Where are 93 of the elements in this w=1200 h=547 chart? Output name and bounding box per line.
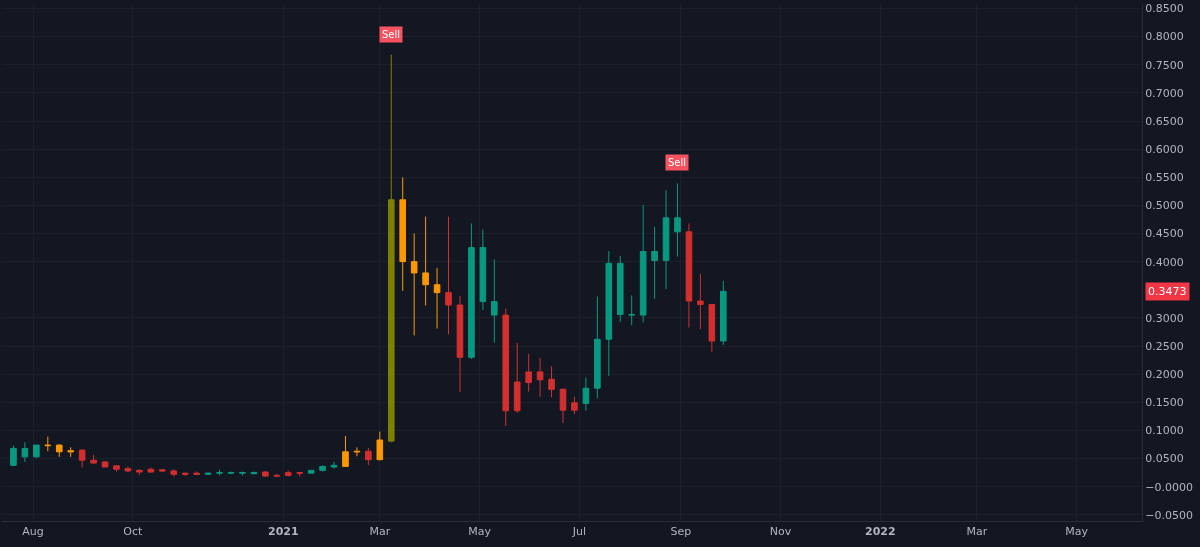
candlestick (216, 469, 223, 476)
y-tick-label: 0.1500 (1145, 396, 1184, 410)
candlestick (445, 216, 452, 335)
candlestick (21, 441, 29, 463)
y-tick-label: 0.1000 (1145, 424, 1184, 438)
x-tick-label: Oct (123, 525, 144, 539)
candlestick (284, 469, 292, 478)
annotation: Sell (668, 157, 687, 168)
candlestick (674, 182, 681, 258)
candlestick (307, 469, 315, 474)
candlestick (90, 454, 97, 465)
candlestick (273, 473, 281, 478)
candlestick (147, 467, 155, 474)
candlestick (479, 229, 487, 311)
y-tick-label: 0.7500 (1145, 58, 1184, 72)
y-tick-label: 0.5000 (1145, 199, 1184, 213)
x-tick-label: Nov (769, 525, 792, 539)
candlestick (319, 464, 326, 472)
x-tick-label: Jul (571, 525, 586, 539)
y-tick-label: −0.0000 (1145, 480, 1193, 494)
candlestick (10, 445, 17, 467)
y-tick-label: 0.5500 (1145, 171, 1184, 185)
candlestick (513, 342, 521, 414)
candlestick (548, 365, 555, 398)
candlestick (170, 468, 178, 478)
candlestick (365, 447, 372, 466)
y-tick-label: 0.3000 (1145, 311, 1184, 325)
candlestick (628, 294, 635, 326)
candlestick (525, 353, 532, 393)
annotation: Sell (382, 29, 401, 40)
candlestick (502, 308, 510, 427)
candlestick (158, 468, 166, 473)
x-tick-label: Aug (22, 525, 44, 539)
candlestick (124, 465, 132, 473)
candlestick (193, 470, 200, 475)
candlestick (399, 176, 407, 292)
candlestick (685, 222, 693, 328)
y-tick-label: 0.8500 (1145, 2, 1184, 16)
candlestick (456, 295, 464, 393)
candlestick (594, 296, 601, 399)
candlestick (239, 470, 246, 476)
candlestick (78, 449, 86, 469)
x-tick-label: May (468, 525, 492, 539)
y-tick-label: 0.4500 (1145, 227, 1184, 241)
candlestick (605, 250, 613, 377)
y-tick-label: 0.6000 (1145, 142, 1184, 156)
candlestick (250, 470, 258, 475)
candlestick (33, 444, 40, 459)
candlestick (353, 446, 361, 457)
y-tick-label: 0.8000 (1145, 30, 1184, 44)
candlestick (639, 204, 647, 323)
x-tick-label: Sep (670, 525, 692, 539)
candlestick (227, 470, 235, 475)
y-tick-label: 0.2000 (1145, 368, 1184, 382)
candlestick (468, 222, 475, 360)
candlestick (559, 387, 567, 424)
y-tick-label: 0.0500 (1145, 452, 1184, 466)
candlestick (582, 377, 590, 412)
candlestick (662, 189, 670, 290)
candlestick (719, 280, 727, 346)
candlestick (536, 357, 544, 398)
candlestick (262, 470, 269, 478)
candlestick (342, 435, 349, 468)
candlestick (491, 258, 498, 344)
x-tick-label: May (1065, 525, 1089, 539)
candlestick (616, 255, 624, 323)
candlestick (44, 436, 52, 452)
y-tick-label: 0.4000 (1145, 255, 1184, 269)
candlestick (376, 431, 384, 461)
candlestick (422, 216, 429, 307)
y-tick-label: −0.0500 (1145, 508, 1193, 522)
candlestick (697, 273, 704, 330)
candlestick (387, 54, 395, 443)
candlestick (67, 446, 74, 458)
x-tick-label: 2022 (865, 525, 896, 539)
y-tick-label: 0.7000 (1145, 86, 1184, 100)
candlestick (296, 472, 303, 478)
candlestick (55, 443, 63, 458)
x-tick-label: 2021 (268, 525, 299, 539)
candlestick (113, 465, 120, 472)
candlestick (136, 468, 143, 476)
candlestick (101, 460, 109, 468)
x-tick-label: Mar (966, 525, 988, 539)
candlestick (651, 226, 658, 300)
y-tick-label: 0.6500 (1145, 114, 1184, 128)
candlestick (433, 267, 441, 330)
candlestick (571, 396, 578, 415)
candlestick (410, 233, 418, 336)
y-tick-label: 0.2500 (1145, 339, 1184, 353)
candlestick (708, 303, 716, 353)
candlestick (330, 461, 338, 470)
x-tick-label: Mar (369, 525, 391, 539)
text: 0.3473 (1148, 285, 1187, 298)
